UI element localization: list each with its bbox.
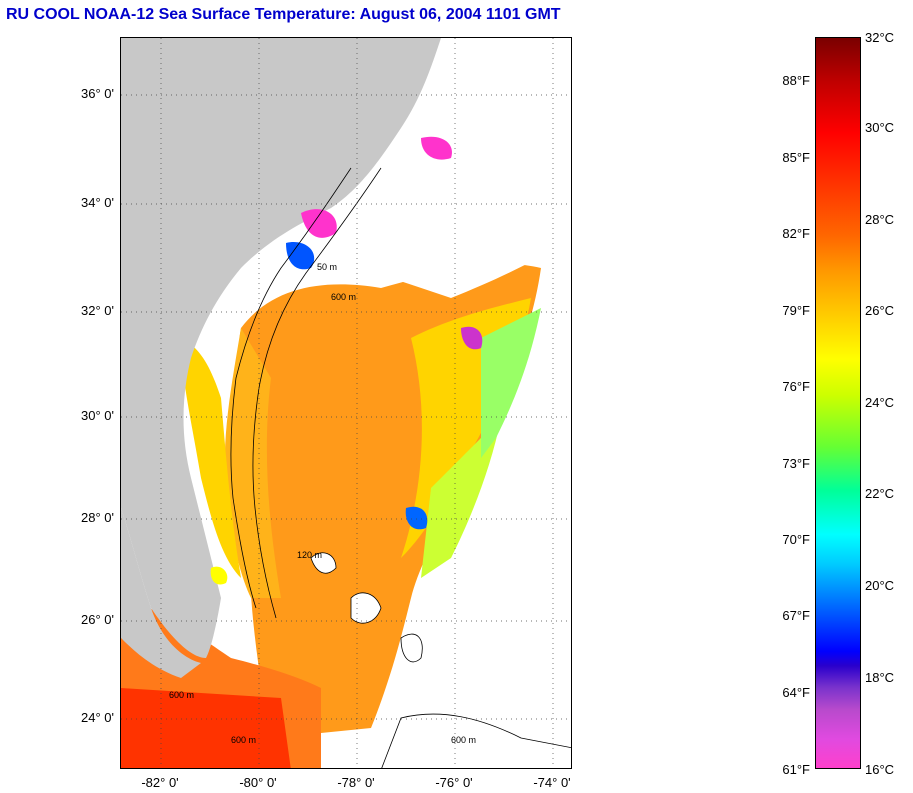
colorbar-f-label: 88°F: [782, 73, 810, 88]
colorbar-f-label: 64°F: [782, 685, 810, 700]
lat-label: 36° 0': [81, 86, 114, 101]
sst-map: 50 m 600 m 120 m 600 m 600 m 600 m: [120, 37, 572, 769]
colorbar-c-label: 26°C: [865, 303, 895, 318]
colorbar-c-label: 28°C: [865, 212, 895, 227]
colorbar-c-label: 30°C: [865, 120, 895, 135]
lon-label: -80° 0': [239, 775, 277, 790]
lat-label: 24° 0': [81, 710, 114, 725]
lat-label: 32° 0': [81, 303, 114, 318]
colorbar-c-label: 16°C: [865, 762, 895, 777]
contour-label: 600 m: [451, 735, 476, 745]
colorbar-f-label: 76°F: [782, 379, 810, 394]
lon-label: -82° 0': [141, 775, 179, 790]
lat-label: 28° 0': [81, 510, 114, 525]
colorbar-f-label: 73°F: [782, 456, 810, 471]
contour-label: 120 m: [297, 550, 322, 560]
lat-label: 30° 0': [81, 408, 114, 423]
temperature-colorbar: [815, 37, 861, 769]
colorbar-c-label: 18°C: [865, 670, 895, 685]
colorbar-c-label: 20°C: [865, 578, 895, 593]
sst-map-graphic: 50 m 600 m 120 m 600 m 600 m 600 m: [121, 38, 571, 768]
map-title: RU COOL NOAA-12 Sea Surface Temperature:…: [6, 6, 561, 23]
colorbar-c-label: 24°C: [865, 395, 895, 410]
lon-label: -76° 0': [435, 775, 473, 790]
colorbar-f-label: 79°F: [782, 303, 810, 318]
contour-label: 600 m: [331, 292, 356, 302]
lat-label: 26° 0': [81, 612, 114, 627]
lon-label: -78° 0': [337, 775, 375, 790]
contour-label: 600 m: [169, 690, 194, 700]
colorbar-c-label: 32°C: [865, 30, 895, 45]
colorbar-f-label: 82°F: [782, 226, 810, 241]
colorbar-f-label: 67°F: [782, 608, 810, 623]
contour-label: 600 m: [231, 735, 256, 745]
colorbar-f-label: 61°F: [782, 762, 810, 777]
colorbar-f-label: 85°F: [782, 150, 810, 165]
colorbar-c-label: 22°C: [865, 486, 895, 501]
colorbar-f-label: 70°F: [782, 532, 810, 547]
contour-label: 50 m: [317, 262, 337, 272]
lat-label: 34° 0': [81, 195, 114, 210]
lon-label: -74° 0': [533, 775, 571, 790]
